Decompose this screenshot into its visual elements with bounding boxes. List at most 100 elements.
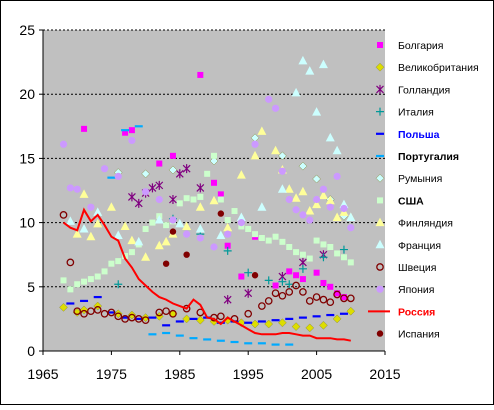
data-point (93, 218, 103, 228)
legend-swatch (375, 217, 385, 227)
data-point (59, 140, 68, 148)
data-point (252, 231, 259, 238)
data-point (127, 192, 136, 202)
data-point (236, 170, 246, 179)
data-point (279, 238, 286, 245)
data-point (183, 230, 191, 238)
data-point (305, 297, 314, 305)
data-point (182, 314, 191, 324)
data-point (257, 126, 267, 135)
legend: Болгария Великобритания Голландия Италия Пол… (368, 40, 479, 341)
legend-swatch (376, 263, 384, 271)
series-Испания (162, 210, 259, 279)
legend-swatch (376, 84, 384, 94)
data-point (196, 234, 204, 242)
legend-label: США (398, 195, 424, 207)
data-point (346, 306, 356, 316)
data-point (272, 233, 279, 240)
legend-swatch (376, 330, 384, 337)
data-point (319, 185, 328, 193)
data-point (66, 258, 75, 267)
data-point (299, 251, 306, 258)
legend-swatch (375, 239, 385, 249)
data-point (319, 253, 328, 262)
legend-swatch (377, 197, 383, 204)
data-point (183, 195, 190, 202)
data-point (195, 224, 205, 233)
data-point (326, 203, 334, 211)
data-point (182, 304, 191, 313)
series-Япония (59, 95, 355, 251)
data-point (114, 312, 123, 321)
y-tick-label: 0 (27, 343, 35, 359)
data-point (79, 224, 89, 233)
series-Россия (62, 207, 351, 342)
data-point (299, 211, 307, 219)
data-point (305, 66, 315, 75)
data-point (210, 243, 218, 251)
data-point (326, 298, 335, 307)
data-point (134, 236, 144, 246)
data-point (87, 307, 95, 316)
data-point (334, 290, 341, 297)
data-point (334, 250, 341, 257)
data-point (258, 302, 266, 310)
data-point (80, 309, 88, 318)
data-point (113, 230, 123, 239)
data-point (332, 212, 342, 221)
data-point (332, 145, 342, 155)
legend-swatch (375, 173, 385, 183)
data-point (250, 319, 260, 329)
data-point (142, 226, 149, 233)
series-Португалия (107, 125, 294, 346)
data-point (154, 215, 164, 224)
series-Франция (65, 55, 356, 246)
data-point (169, 152, 176, 159)
data-point (250, 150, 260, 160)
data-point (278, 318, 287, 328)
data-point (264, 297, 273, 305)
data-point (298, 55, 308, 65)
data-point (293, 249, 300, 256)
data-point (149, 219, 156, 226)
legend-label: Румыния (398, 173, 442, 185)
data-point (265, 237, 272, 244)
data-point (257, 202, 267, 211)
data-point (134, 315, 143, 323)
legend-swatch (377, 42, 383, 48)
data-point (224, 217, 231, 224)
data-point (195, 315, 205, 325)
data-point (60, 277, 67, 284)
data-point (292, 206, 300, 214)
legend-item: Испания (376, 329, 440, 341)
x-tick-label: 2005 (301, 366, 332, 382)
data-point (209, 195, 219, 205)
data-point (168, 165, 178, 175)
legend-label: Россия (398, 306, 435, 318)
data-point (121, 315, 129, 323)
data-point (93, 207, 103, 216)
data-point (122, 129, 129, 136)
data-point (291, 87, 301, 97)
legend-label: Италия (398, 107, 434, 119)
data-point (182, 221, 192, 230)
legend-swatch (376, 285, 384, 293)
data-point (162, 307, 170, 316)
data-point (81, 125, 88, 132)
data-point (312, 107, 322, 116)
series-Великобритания (59, 301, 356, 333)
legend-item: Италия (376, 107, 434, 119)
data-point (312, 199, 322, 209)
x-tick-label: 1995 (233, 366, 264, 382)
data-point (278, 291, 287, 300)
data-point (284, 184, 294, 193)
legend-label: Польша (398, 129, 440, 141)
data-point (313, 269, 320, 276)
data-point (305, 206, 315, 215)
data-point (81, 278, 88, 285)
data-point (251, 272, 259, 279)
data-point (87, 276, 94, 283)
legend-item: Голландия (376, 84, 450, 96)
legend-label: Финляндия (398, 218, 453, 230)
data-point (293, 272, 300, 279)
